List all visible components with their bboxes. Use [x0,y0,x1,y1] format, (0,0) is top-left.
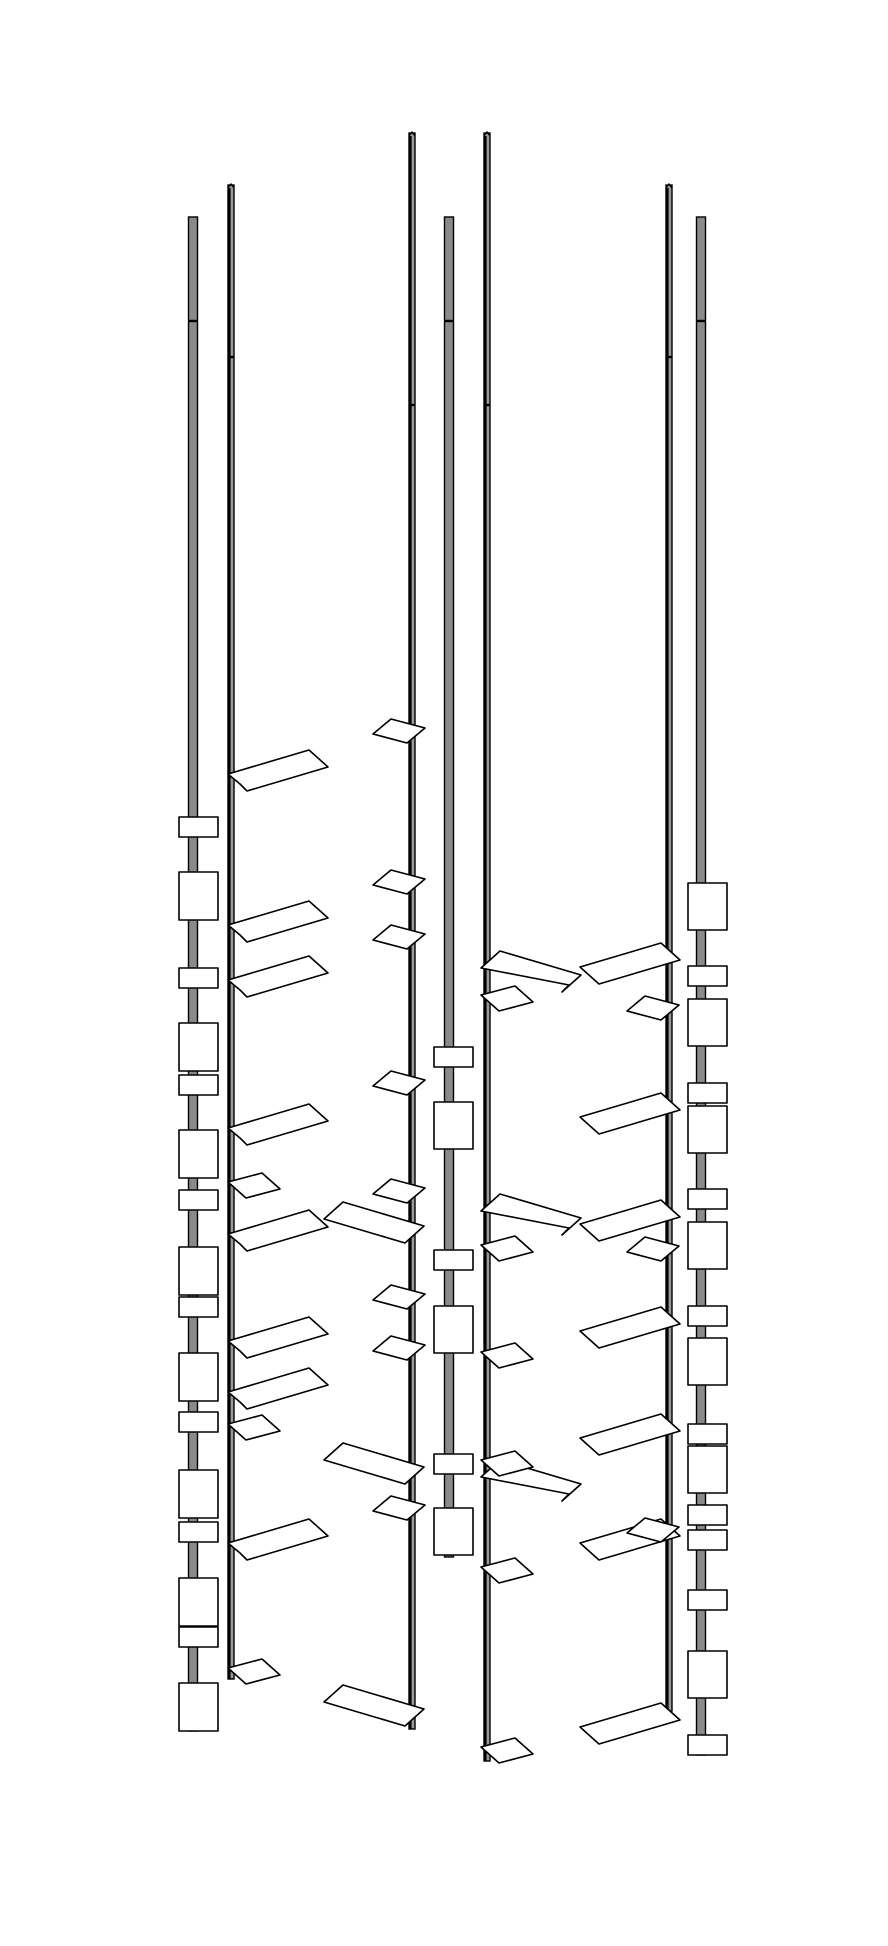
rhombus-attachment [372,1284,426,1310]
rect-attachment [687,1589,728,1611]
rhombus-attachment [480,1450,534,1477]
rhombus-attachment [227,1209,329,1252]
rhombus-attachment [480,1737,534,1764]
rhombus-attachment [323,1684,425,1727]
rhombus-attachment [372,1070,426,1096]
rect-attachment [433,1305,474,1354]
rod [483,130,491,1762]
rect-attachment [687,1105,728,1154]
rhombus-attachment [480,985,534,1012]
rect-attachment [687,1188,728,1210]
rhombus-attachment [227,900,329,943]
rect-attachment [178,1074,219,1096]
rect-attachment [687,1650,728,1699]
rect-attachment [687,1305,728,1327]
rhombus-attachment [579,1413,681,1456]
rod [227,182,235,1680]
rect-attachment [178,1022,219,1072]
rhombus-attachment [579,1702,681,1745]
rhombus-attachment [323,1442,425,1485]
rect-attachment [178,816,219,838]
rect-attachment [433,1046,474,1068]
rhombus-attachment [227,749,329,792]
rect-attachment [178,1189,219,1211]
rhombus-attachment [227,1103,329,1146]
rhombus-attachment [480,1557,534,1584]
rhombus-attachment [372,1178,426,1204]
rect-attachment [687,1734,728,1756]
rhombus-attachment [579,1199,681,1242]
rhombus-attachment [372,869,426,895]
rhombus-attachment [372,924,426,950]
rhombus-attachment [480,1193,582,1236]
rect-attachment [433,1507,474,1556]
rhombus-attachment [372,718,426,744]
rhombus-attachment [372,1335,426,1361]
rect-attachment [178,871,219,921]
rect-attachment [687,1337,728,1386]
rect-attachment [178,1469,219,1519]
rect-attachment [687,1529,728,1551]
rhombus-attachment [480,1342,534,1369]
rect-attachment [178,1682,219,1732]
rhombus-attachment [227,1316,329,1359]
rhombus-attachment [227,1172,281,1199]
rhombus-attachment [626,995,680,1021]
rect-attachment [687,998,728,1047]
rhombus-attachment [227,1518,329,1561]
rhombus-attachment [227,955,329,998]
rhombus-attachment [323,1201,425,1244]
rhombus-attachment [626,1236,680,1262]
rhombus-attachment [626,1517,680,1543]
attachments-layer [178,718,728,1764]
rect-attachment [687,1504,728,1526]
rect-attachment [687,1423,728,1445]
rect-attachment [687,1445,728,1494]
rhombus-attachment [579,1306,681,1349]
rect-attachment [687,1221,728,1270]
rect-attachment [178,1352,219,1402]
rect-attachment [178,1411,219,1433]
rhombus-attachment [227,1367,329,1410]
rhombus-attachment [480,950,582,993]
rect-attachment [687,882,728,931]
rect-attachment [178,1296,219,1318]
rhombus-attachment [227,1658,281,1685]
rhombus-attachment [579,1092,681,1135]
rhombus-attachment [480,1235,534,1262]
rect-attachment [178,1129,219,1179]
rhombus-attachment [579,942,681,985]
rect-attachment [178,967,219,989]
rect-attachment [178,1626,219,1648]
rect-attachment [433,1249,474,1271]
rhombus-attachment [372,1495,426,1521]
rect-attachment [433,1453,474,1475]
rect-attachment [433,1101,474,1150]
rod [443,216,455,1558]
rect-attachment [178,1246,219,1296]
rect-attachment [178,1521,219,1543]
rect-attachment [687,1082,728,1104]
rect-attachment [687,965,728,987]
rhombus-attachment [227,1414,281,1441]
rect-attachment [178,1577,219,1627]
